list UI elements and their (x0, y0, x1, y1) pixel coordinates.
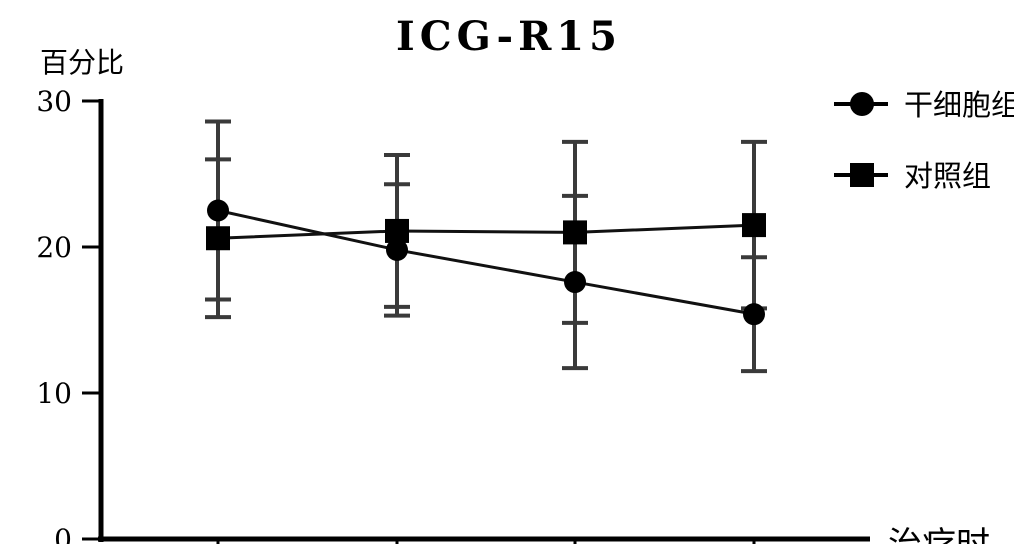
data-point (206, 226, 230, 251)
y-tick-label: 0 (54, 523, 72, 544)
legend-label: 干细胞组 (904, 88, 1014, 122)
series-line (217, 223, 755, 240)
data-point (385, 218, 409, 243)
y-axis-label: 百分比 (40, 46, 124, 79)
series-line-square (206, 213, 766, 251)
data-point (563, 220, 587, 245)
series-line (217, 209, 755, 316)
series-group (205, 119, 767, 374)
y-tick-label: 10 (36, 377, 72, 410)
data-point (742, 213, 766, 238)
axes (98, 99, 870, 544)
series-line-circle (207, 199, 765, 326)
data-point (386, 238, 408, 261)
legend-marker-square (850, 163, 874, 187)
y-tick-label: 20 (36, 231, 72, 264)
data-point (564, 271, 586, 294)
legend-label: 对照组 (904, 159, 991, 193)
legend-item: 对照组 (834, 159, 991, 193)
data-point (207, 199, 229, 222)
y-tick-label: 30 (36, 85, 72, 118)
series-circle (205, 119, 767, 374)
data-point (743, 303, 765, 326)
chart-title: ICG-R15 (396, 13, 622, 60)
y-ticks: 0 10 20 30 (36, 85, 101, 544)
legend-marker-circle (850, 92, 874, 116)
legend-item: 干细胞组 (834, 88, 1014, 122)
x-axis-label: 治疗时 (888, 525, 990, 544)
